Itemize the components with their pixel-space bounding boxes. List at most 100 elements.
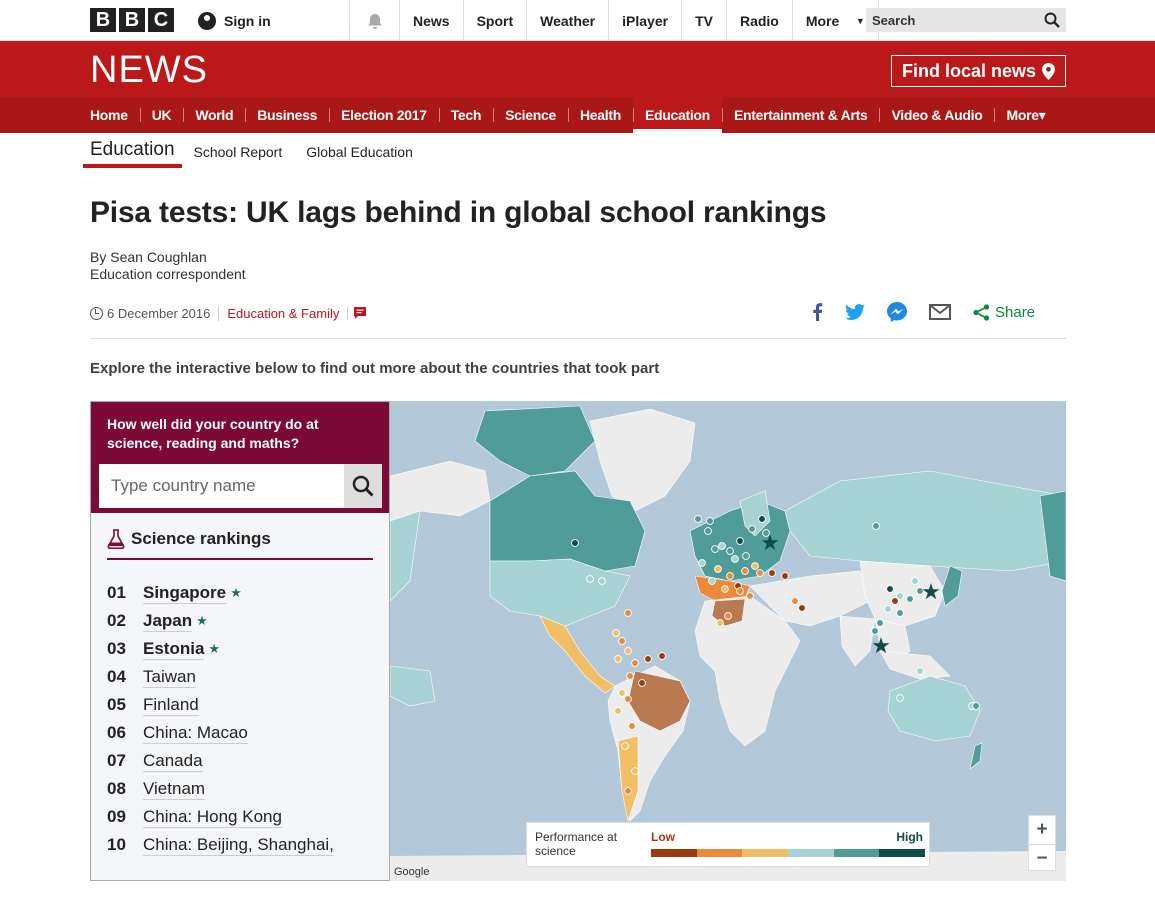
country-marker[interactable]	[626, 672, 634, 680]
country-marker[interactable]	[736, 537, 744, 545]
country-marker[interactable]	[721, 585, 729, 593]
ranking-row[interactable]: 07 Canada	[107, 747, 389, 775]
topnav-sport[interactable]: Sport	[464, 0, 528, 41]
site-search[interactable]: Search	[866, 8, 1066, 32]
country-marker[interactable]	[718, 542, 726, 550]
country-marker[interactable]	[586, 575, 594, 583]
country-marker[interactable]	[621, 742, 629, 750]
country-marker[interactable]	[791, 597, 799, 605]
country-marker[interactable]	[612, 629, 620, 637]
ranking-row[interactable]: 05 Finland	[107, 691, 389, 719]
section-link-global-education[interactable]: Global Education	[306, 144, 413, 160]
top-country-star-icon[interactable]: ★	[871, 633, 891, 658]
section-title[interactable]: Education	[83, 137, 182, 168]
top-country-star-icon[interactable]: ★	[760, 530, 780, 555]
news-nav-science[interactable]: Science	[493, 97, 568, 133]
country-marker[interactable]	[756, 569, 764, 577]
country-marker[interactable]	[916, 667, 924, 675]
country-marker[interactable]	[886, 585, 894, 593]
share-button[interactable]: Share	[973, 304, 1035, 321]
ranking-row[interactable]: 06 China: Macao	[107, 719, 389, 747]
world-map-canvas[interactable]: ★ ★ ★	[390, 401, 1066, 881]
country-marker[interactable]	[624, 647, 632, 655]
country-marker[interactable]	[614, 655, 622, 663]
messenger-icon[interactable]	[887, 302, 907, 322]
country-marker[interactable]	[896, 609, 904, 617]
country-marker[interactable]	[631, 659, 639, 667]
news-nav-more[interactable]: More ▾	[994, 97, 1057, 133]
country-marker[interactable]	[911, 577, 919, 585]
news-nav-tech[interactable]: Tech	[438, 97, 493, 133]
email-icon[interactable]	[929, 304, 951, 320]
country-marker[interactable]	[624, 787, 632, 795]
country-marker[interactable]	[758, 515, 766, 523]
notifications-bell-icon[interactable]	[350, 0, 400, 41]
ranking-row[interactable]: 09 China: Hong Kong	[107, 803, 389, 831]
country-marker[interactable]	[716, 619, 724, 627]
ranking-row[interactable]: 02 Japan ★	[107, 607, 389, 635]
country-marker[interactable]	[624, 609, 632, 617]
country-marker[interactable]	[628, 722, 636, 730]
news-nav-business[interactable]: Business	[245, 97, 329, 133]
news-nav-education[interactable]: Education	[632, 97, 722, 133]
country-marker[interactable]	[631, 767, 639, 775]
country-marker[interactable]	[762, 529, 770, 537]
zoom-in-button[interactable]: +	[1036, 819, 1048, 840]
country-marker[interactable]	[711, 545, 719, 553]
world-map[interactable]: ★ ★ ★ Google Performance at science Low Hi…	[390, 401, 1066, 881]
news-logo[interactable]: NEWS	[90, 49, 208, 91]
country-marker[interactable]	[768, 569, 776, 577]
facebook-icon[interactable]	[812, 303, 823, 321]
ranking-row[interactable]: 10 China: Beijing, Shanghai,	[107, 831, 389, 859]
news-nav-election-2017[interactable]: Election 2017	[329, 97, 439, 133]
news-nav-uk[interactable]: UK	[139, 97, 184, 133]
country-marker[interactable]	[598, 577, 606, 585]
country-marker[interactable]	[896, 592, 904, 600]
country-marker[interactable]	[916, 587, 924, 595]
country-marker[interactable]	[706, 517, 714, 525]
country-marker[interactable]	[708, 577, 716, 585]
country-marker[interactable]	[884, 605, 892, 613]
country-search-input[interactable]	[99, 464, 344, 508]
ranking-row[interactable]: 08 Vietnam	[107, 775, 389, 803]
country-marker[interactable]	[644, 655, 652, 663]
country-marker[interactable]	[726, 547, 734, 555]
find-local-news-button[interactable]: Find local news	[891, 55, 1066, 87]
country-marker[interactable]	[872, 522, 880, 530]
country-marker[interactable]	[751, 562, 759, 570]
country-marker[interactable]	[891, 597, 899, 605]
topnav-iplayer[interactable]: iPlayer	[609, 0, 683, 41]
country-marker[interactable]	[638, 679, 646, 687]
country-marker[interactable]	[726, 572, 734, 580]
country-marker[interactable]	[731, 555, 739, 563]
country-marker[interactable]	[741, 567, 749, 575]
country-marker[interactable]	[724, 612, 732, 620]
country-marker[interactable]	[658, 652, 666, 660]
country-marker[interactable]	[704, 527, 712, 535]
article-category-link[interactable]: Education & Family	[218, 305, 339, 321]
country-marker[interactable]	[694, 515, 702, 523]
news-nav-health[interactable]: Health	[567, 97, 633, 133]
country-marker[interactable]	[896, 694, 904, 702]
country-marker[interactable]	[714, 565, 722, 573]
topnav-news[interactable]: News	[400, 0, 464, 41]
topnav-tv[interactable]: TV	[682, 0, 727, 41]
section-link-school-report[interactable]: School Report	[193, 144, 283, 160]
country-marker[interactable]	[571, 539, 579, 547]
country-marker[interactable]	[798, 604, 806, 612]
country-marker[interactable]	[906, 595, 914, 603]
country-marker[interactable]	[624, 695, 632, 703]
country-marker[interactable]	[871, 627, 879, 635]
topnav-radio[interactable]: Radio	[727, 0, 793, 41]
country-marker[interactable]	[781, 572, 789, 580]
country-marker[interactable]	[876, 619, 884, 627]
country-marker[interactable]	[742, 552, 750, 560]
country-marker[interactable]	[618, 637, 626, 645]
country-marker[interactable]	[698, 559, 706, 567]
country-marker[interactable]	[618, 689, 626, 697]
comments-icon[interactable]	[347, 307, 367, 319]
news-nav-home[interactable]: Home	[90, 107, 128, 123]
ranking-row[interactable]: 01 Singapore ★	[107, 579, 389, 607]
sign-in-link[interactable]: Sign in	[198, 0, 350, 41]
news-nav-entertainment-arts[interactable]: Entertainment & Arts	[721, 97, 880, 133]
